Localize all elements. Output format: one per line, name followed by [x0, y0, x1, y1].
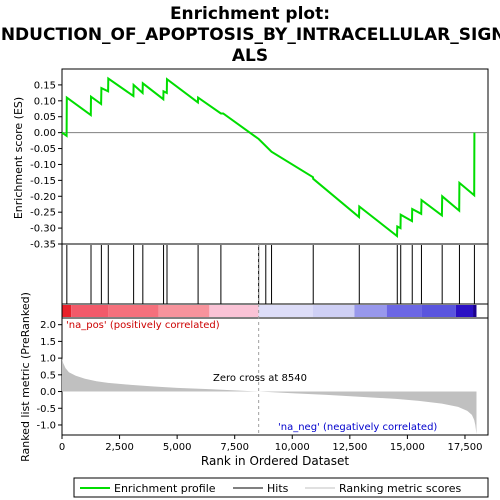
color-bar-segment [312, 305, 355, 317]
neg-correlated-label: 'na_neg' (negatively correlated) [278, 422, 437, 433]
color-bar-segment [71, 305, 109, 317]
x-tick-label: 17,500 [447, 442, 482, 453]
zero-cross-label: Zero cross at 8540 [213, 373, 307, 384]
color-bar-segment [209, 305, 259, 317]
es-y-tick-label: -0.25 [30, 208, 56, 219]
pos-correlated-label: 'na_pos' (positively correlated) [66, 320, 220, 331]
color-bar-segment [473, 305, 477, 317]
es-y-tick-label: -0.30 [30, 224, 56, 235]
metric-y-tick-label: 2.0 [40, 320, 56, 331]
chart-title-line3: ALS [232, 46, 268, 66]
chart-title-line2: INDUCTION_OF_APOPTOSIS_BY_INTRACELLULAR_… [0, 25, 500, 45]
color-bar-segment [62, 305, 72, 317]
metric-y-tick-label: 1.0 [40, 354, 56, 365]
x-axis-label: Rank in Ordered Dataset [201, 454, 349, 468]
es-y-tick-label: 0.10 [34, 96, 56, 107]
es-y-tick-label: 0.05 [34, 112, 56, 123]
metric-y-tick-label: -0.5 [36, 404, 56, 415]
x-tick-label: 7,500 [220, 442, 249, 453]
hits-panel-frame [61, 243, 489, 305]
es-y-tick-label: 0.15 [34, 80, 56, 91]
metric-y-axis-label: Ranked list metric (PreRanked) [19, 292, 32, 462]
metric-panel-frame [61, 317, 489, 436]
x-tick-label: 0 [59, 442, 65, 453]
x-tick-label: 15,000 [390, 442, 425, 453]
metric-y-tick-label: 0.5 [40, 370, 56, 381]
ranking-metric-area [62, 358, 477, 435]
es-y-tick-label: -0.10 [30, 160, 56, 171]
metric-y-tick-label: 1.5 [40, 337, 56, 348]
es-y-tick-label: -0.35 [30, 240, 56, 251]
x-tick-label: 12,500 [332, 442, 367, 453]
es-y-tick-label: -0.05 [30, 144, 56, 155]
legend-box [73, 477, 489, 498]
x-tick-label: 2,500 [105, 442, 134, 453]
es-y-axis-label: Enrichment score (ES) [12, 97, 25, 219]
es-y-tick-label: -0.20 [30, 192, 56, 203]
color-bar-segment [455, 305, 474, 317]
color-bar-segment [354, 305, 387, 317]
x-tick-label: 10,000 [275, 442, 310, 453]
metric-y-tick-label: 0.0 [40, 387, 56, 398]
legend-profile-label: Enrichment profile [114, 482, 216, 495]
color-bar-segment [421, 305, 456, 317]
color-bar-segment [108, 305, 159, 317]
es-y-tick-label: 0.00 [34, 128, 56, 139]
color-bar-segment [386, 305, 422, 317]
color-bar-segment [258, 305, 313, 317]
chart-title-line1: Enrichment plot: [170, 4, 330, 24]
x-tick-label: 5,000 [163, 442, 192, 453]
es-y-tick-label: -0.15 [30, 176, 56, 187]
color-bar-segment [158, 305, 210, 317]
es-panel-frame [61, 68, 489, 245]
enrichment-profile-line [61, 76, 476, 239]
metric-y-tick-label: -1.0 [36, 420, 56, 431]
legend-hits-label: Hits [267, 482, 289, 495]
legend-metric-label: Ranking metric scores [339, 482, 461, 495]
